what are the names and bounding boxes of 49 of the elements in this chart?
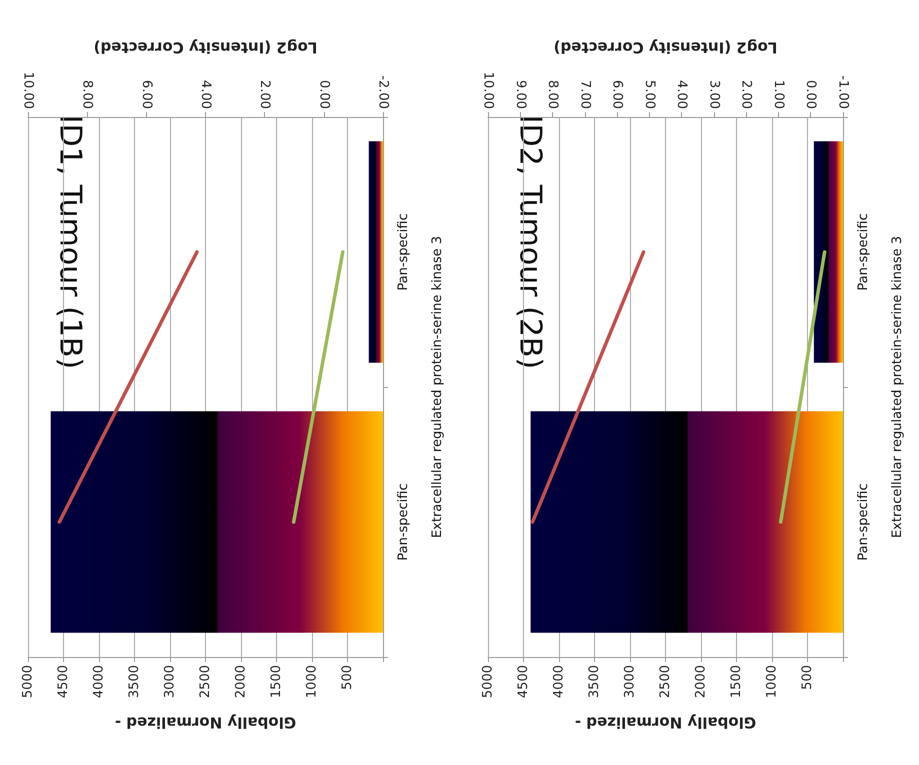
x-tick-label: 3000 bbox=[622, 665, 638, 698]
x-tick-label: 1000 bbox=[304, 665, 320, 698]
x2-tick-label: 7.00 bbox=[577, 80, 592, 109]
x-tick-label: 5000 bbox=[480, 665, 496, 698]
x2-tick-label: 0.00 bbox=[316, 80, 332, 109]
x2-tick-label: 1.00 bbox=[770, 80, 786, 109]
x-tick-label: 3500 bbox=[587, 665, 602, 698]
x2-tick-label: 4.00 bbox=[674, 80, 690, 109]
x2-tick-label: 10.00 bbox=[480, 72, 496, 109]
x-tick-label: 2500 bbox=[198, 665, 213, 698]
y-tick-label: Pan-specific bbox=[396, 483, 411, 561]
x-tick-label: 2000 bbox=[234, 665, 248, 698]
x-tick-label: 4000 bbox=[92, 665, 106, 698]
x-tick-label: 500 bbox=[800, 665, 815, 690]
x2-tick-label: 9.00 bbox=[512, 80, 528, 109]
x-tick-label: 1500 bbox=[269, 665, 284, 698]
y-tick-label: Pan-specific bbox=[856, 483, 871, 561]
y-axis-title: Extracellular regulated protein-serine kinase 3 bbox=[890, 236, 905, 538]
x-tick-label: 3500 bbox=[127, 665, 142, 698]
x2-tick-label: 0.00 bbox=[803, 80, 818, 109]
y-tick-label: Pan-specific bbox=[856, 213, 871, 291]
x2-tick-label: 3.00 bbox=[706, 80, 722, 109]
x2-tick-label: 8.00 bbox=[545, 80, 560, 109]
y-tick-label: Pan-specific bbox=[396, 213, 411, 291]
x-tick-label: 5000 bbox=[20, 665, 36, 698]
x-tick-label: 3000 bbox=[162, 665, 178, 698]
x2-tick-label: 6.00 bbox=[610, 80, 625, 109]
x2-tick-label: 10.00 bbox=[20, 72, 36, 109]
x2-axis-title: Log2 (Intensity Corrected) bbox=[554, 38, 778, 56]
x-tick-label: 1000 bbox=[764, 665, 780, 698]
x-tick-label: 2000 bbox=[694, 665, 708, 698]
x2-tick-label: 5.00 bbox=[642, 80, 657, 109]
x-axis-title: Globally Normalized - bbox=[114, 714, 296, 732]
x-tick-label: 2500 bbox=[658, 665, 673, 698]
x-tick-label: 4000 bbox=[552, 665, 566, 698]
x2-tick-label: -2.00 bbox=[376, 75, 390, 109]
x-tick-label: 500 bbox=[340, 665, 355, 690]
y-axis-title: Extracellular regulated protein-serine kinase 3 bbox=[430, 236, 445, 538]
x2-tick-label: -1.00 bbox=[836, 75, 850, 109]
x2-axis-title: Log2 (Intensity Corrected) bbox=[94, 38, 318, 56]
x2-tick-label: 2.00 bbox=[738, 80, 754, 109]
x2-tick-label: 4.00 bbox=[198, 80, 213, 109]
x2-tick-label: 6.00 bbox=[138, 80, 154, 109]
x-tick-label: 1500 bbox=[729, 665, 744, 698]
x-tick-label: 4500 bbox=[516, 665, 531, 698]
x2-tick-label: 2.00 bbox=[257, 80, 272, 109]
x-axis-title: Globally Normalized - bbox=[574, 714, 756, 732]
x2-tick-label: 8.00 bbox=[80, 80, 95, 109]
x-tick-label: 4500 bbox=[56, 665, 71, 698]
